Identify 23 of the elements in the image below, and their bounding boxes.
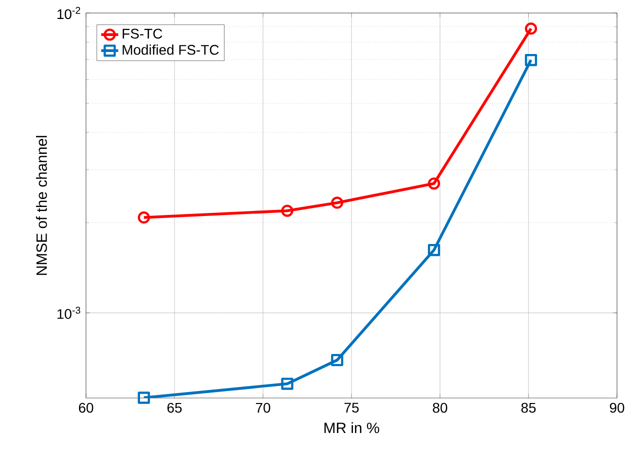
- point: [331, 354, 344, 366]
- legend-label: Modified FS-TC: [122, 44, 219, 55]
- x-tick-label: 85: [521, 402, 536, 413]
- point: [281, 204, 294, 217]
- point: [138, 211, 150, 224]
- x-tick-label: 80: [432, 402, 448, 413]
- legend-label: FS-TC: [122, 28, 162, 39]
- x-tick-label: 90: [610, 402, 624, 413]
- point: [281, 378, 294, 390]
- x-tick-label: 65: [167, 402, 182, 413]
- point: [524, 54, 538, 66]
- y-axis-title: NMSE of the channel: [36, 136, 47, 275]
- x-axis-title: MR in %: [324, 422, 380, 434]
- point: [138, 392, 150, 404]
- x-tick-label: 70: [256, 402, 270, 413]
- y-tick-label: 10$^{-3}$: [58, 306, 80, 319]
- x-tick-label: 60: [78, 402, 94, 413]
- x-tick-label: 75: [344, 402, 359, 413]
- point: [428, 177, 440, 190]
- point: [428, 244, 440, 256]
- point: [331, 196, 344, 209]
- point: [524, 22, 538, 35]
- y-tick-label: 10$^{-2}$: [58, 6, 80, 20]
